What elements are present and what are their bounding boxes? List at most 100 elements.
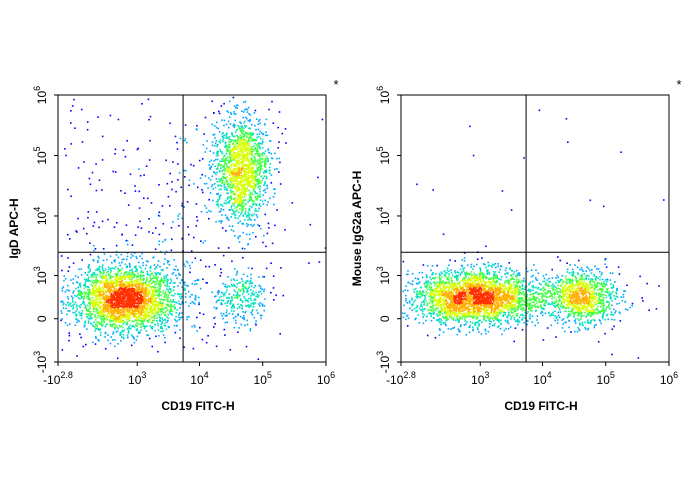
event-dot xyxy=(86,128,89,131)
event-dot xyxy=(248,207,251,210)
event-dot xyxy=(256,196,259,199)
event-dot xyxy=(122,295,124,298)
event-dot xyxy=(170,249,173,252)
event-dot xyxy=(227,182,229,185)
event-dot xyxy=(103,318,106,320)
event-dot xyxy=(156,272,159,274)
event-dot xyxy=(244,173,247,176)
event-dot xyxy=(154,272,156,274)
event-dot xyxy=(96,290,98,293)
event-dot xyxy=(243,122,245,124)
event-dot xyxy=(79,298,81,300)
event-dot xyxy=(565,321,567,324)
event-dot xyxy=(188,305,190,307)
event-dot xyxy=(162,280,164,282)
event-dot xyxy=(247,137,250,139)
event-dot xyxy=(110,292,113,295)
event-dot xyxy=(163,325,166,327)
event-dot xyxy=(264,164,266,166)
event-dot xyxy=(253,112,256,114)
event-dot xyxy=(258,225,261,227)
event-dot xyxy=(108,291,111,293)
event-dot xyxy=(85,279,88,281)
event-dot xyxy=(242,187,244,190)
event-dot xyxy=(133,291,135,294)
event-dot xyxy=(265,171,267,174)
event-dot xyxy=(212,152,215,154)
event-dot xyxy=(118,294,120,296)
event-dot xyxy=(232,198,235,200)
event-dot xyxy=(127,331,130,334)
event-dot xyxy=(623,290,625,292)
event-dot xyxy=(499,328,502,330)
event-dot xyxy=(109,255,112,258)
event-dot xyxy=(235,186,238,188)
event-dot xyxy=(172,161,174,163)
event-dot xyxy=(215,308,218,310)
event-dot xyxy=(230,191,232,194)
event-dot xyxy=(162,312,165,314)
plot-frame xyxy=(57,94,327,363)
event-dot xyxy=(140,317,143,319)
event-dot xyxy=(136,324,138,327)
event-dot xyxy=(226,148,229,151)
event-dot xyxy=(93,273,96,276)
event-dot xyxy=(244,211,247,214)
event-dot xyxy=(170,307,172,310)
event-dot xyxy=(88,314,91,317)
event-dot xyxy=(234,186,237,188)
event-dot xyxy=(98,301,100,304)
event-dot xyxy=(119,309,122,312)
event-dot xyxy=(223,124,225,127)
event-dot xyxy=(252,302,255,304)
event-dot xyxy=(142,278,145,280)
event-dot xyxy=(96,324,98,327)
event-dot xyxy=(240,304,243,306)
event-dot xyxy=(113,301,116,304)
event-dot xyxy=(125,290,128,292)
event-dot xyxy=(521,328,524,331)
event-dot xyxy=(604,259,606,261)
event-dot xyxy=(461,259,463,261)
event-dot xyxy=(150,287,152,289)
event-dot xyxy=(74,127,76,129)
event-dot xyxy=(626,284,628,287)
event-dot xyxy=(264,298,266,300)
event-dot xyxy=(639,275,641,278)
event-dot xyxy=(83,278,86,281)
event-dot xyxy=(118,284,121,286)
event-dot xyxy=(243,111,245,113)
event-dot xyxy=(254,322,257,325)
event-dot xyxy=(248,175,250,177)
event-dot xyxy=(83,284,85,286)
event-dot xyxy=(463,324,466,326)
event-dot xyxy=(130,305,133,308)
event-dot xyxy=(243,178,245,181)
event-dot xyxy=(159,320,162,322)
event-dot xyxy=(505,267,508,269)
event-dot xyxy=(244,108,246,111)
event-dot xyxy=(104,331,107,334)
event-dot xyxy=(110,286,113,288)
event-dot xyxy=(239,161,242,164)
event-dot xyxy=(178,293,181,296)
event-dot xyxy=(206,140,208,142)
event-dot xyxy=(126,274,128,276)
event-dot xyxy=(89,311,92,313)
event-dot xyxy=(600,322,602,325)
event-dot xyxy=(63,275,65,277)
event-dot xyxy=(225,230,227,232)
event-dot xyxy=(202,144,205,146)
event-dot xyxy=(253,293,255,295)
event-dot xyxy=(142,284,145,286)
event-dot xyxy=(568,320,570,322)
event-dot xyxy=(81,302,84,304)
event-dot xyxy=(228,140,230,143)
event-dot xyxy=(106,258,108,261)
event-dot xyxy=(232,278,235,280)
event-dot xyxy=(98,290,100,292)
event-dot xyxy=(131,335,134,338)
event-dot xyxy=(223,184,226,186)
event-dot xyxy=(239,207,241,210)
event-dot xyxy=(131,309,133,311)
